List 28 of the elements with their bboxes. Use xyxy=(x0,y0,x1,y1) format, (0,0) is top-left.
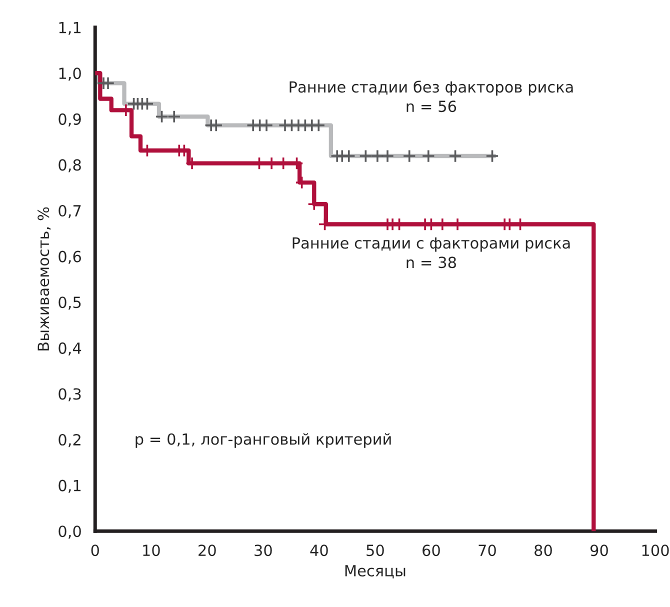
y-tick-label: 1,0 xyxy=(59,68,81,81)
y-tick-label: 0,2 xyxy=(58,434,80,448)
x-tick-label: 50 xyxy=(366,544,384,556)
series-label: Ранние стадии без факторов риска n = 56 xyxy=(290,80,573,112)
x-tick-label: 30 xyxy=(254,544,272,556)
y-tick-label: 1,1 xyxy=(59,22,81,35)
series-label: Ранние стадии с факторами риска n = 38 xyxy=(292,237,570,268)
y-tick-label: 0,6 xyxy=(58,250,81,264)
y-tick-label: 0,7 xyxy=(58,204,81,218)
x-tick-label: 100 xyxy=(642,544,669,556)
x-tick-label: 40 xyxy=(310,544,328,556)
y-tick-label: 0,3 xyxy=(58,388,81,402)
annotation: p = 0,1, лог-ранговый критерий xyxy=(136,433,391,448)
y-tick-label: 0,8 xyxy=(58,159,81,172)
x-tick-label: 90 xyxy=(590,544,608,556)
y-tick-label: 0,5 xyxy=(58,296,81,310)
y-tick-label: 0,9 xyxy=(58,113,81,126)
x-axis-title: Месяцы xyxy=(345,565,406,578)
x-tick-label: 0 xyxy=(91,544,99,556)
y-tick-label: 0,1 xyxy=(58,480,81,493)
x-tick-label: 60 xyxy=(422,544,440,556)
x-tick-label: 10 xyxy=(143,544,160,556)
y-tick-label: 0,4 xyxy=(58,342,82,356)
x-tick-label: 20 xyxy=(198,544,216,556)
x-tick-label: 80 xyxy=(534,544,552,556)
x-tick-label: 70 xyxy=(478,544,496,556)
y-tick-label: 0,0 xyxy=(58,526,81,539)
y-axis-title: Выживаемость, % xyxy=(38,207,51,350)
